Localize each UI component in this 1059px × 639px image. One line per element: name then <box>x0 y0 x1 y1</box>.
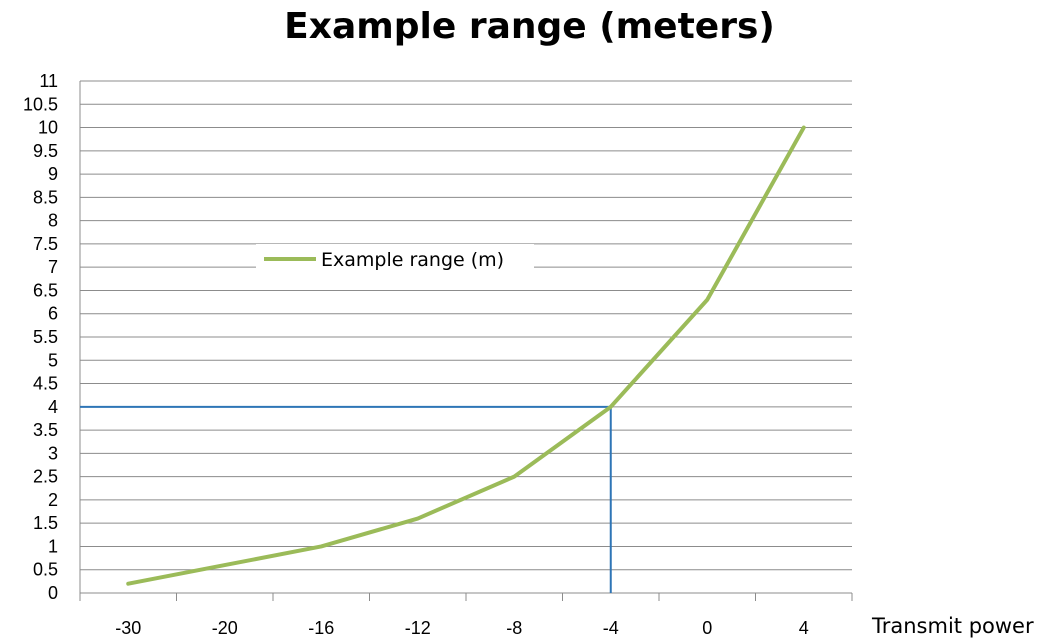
y-tick-label: 5.5 <box>33 327 58 347</box>
y-tick-label: 3 <box>48 443 58 463</box>
y-tick-label: 10.5 <box>23 94 58 114</box>
x-tick-label: 4 <box>799 618 809 638</box>
y-tick-label: 3.5 <box>33 420 58 440</box>
y-tick-label: 11 <box>39 71 58 91</box>
x-axis-ticks: -30 -20 -16 -12 -8 -4 0 4 <box>115 618 809 638</box>
series-line <box>126 125 806 586</box>
gridlines <box>80 80 852 594</box>
y-tick-label: 1 <box>48 536 58 556</box>
y-tick-label: 6 <box>48 304 58 324</box>
y-tick-label: 7.5 <box>33 234 58 254</box>
x-tick-label: -12 <box>405 618 431 638</box>
x-axis <box>79 81 853 601</box>
y-tick-label: 6.5 <box>33 280 58 300</box>
series-group <box>126 125 806 586</box>
y-tick-label: 5 <box>48 350 58 370</box>
x-tick-label: -4 <box>603 618 619 638</box>
y-tick-label: 0.5 <box>33 560 58 580</box>
x-tick-label: -8 <box>506 618 522 638</box>
y-tick-label: 4 <box>48 397 58 417</box>
chart-title: Example range (meters) <box>284 6 775 47</box>
y-tick-label: 10 <box>38 118 58 138</box>
y-tick-label: 0 <box>48 583 58 603</box>
y-tick-label: 1.5 <box>33 513 58 533</box>
x-tick-label: -20 <box>212 618 238 638</box>
x-tick-label: -30 <box>115 618 141 638</box>
legend: Example range (m) <box>256 244 534 274</box>
x-tick-label: -16 <box>308 618 334 638</box>
y-tick-label: 8.5 <box>33 187 58 207</box>
y-tick-label: 7 <box>48 257 58 277</box>
legend-label: Example range (m) <box>321 249 504 271</box>
y-tick-label: 2 <box>48 490 58 510</box>
x-axis-label: Transmit power <box>871 614 1034 638</box>
y-tick-label: 9.5 <box>33 141 58 161</box>
reference-lines <box>80 405 612 593</box>
y-tick-label: 4.5 <box>33 374 58 394</box>
y-tick-label: 9 <box>48 164 58 184</box>
y-tick-label: 8 <box>48 211 58 231</box>
y-tick-label: 2.5 <box>33 467 58 487</box>
y-axis-ticks: 0 0.5 1 1.5 2 2.5 3 3.5 4 4.5 5 5.5 6 6.5 7 7.5 8 8.5 9 9.5… <box>23 71 58 603</box>
x-tick-label: 0 <box>702 618 712 638</box>
